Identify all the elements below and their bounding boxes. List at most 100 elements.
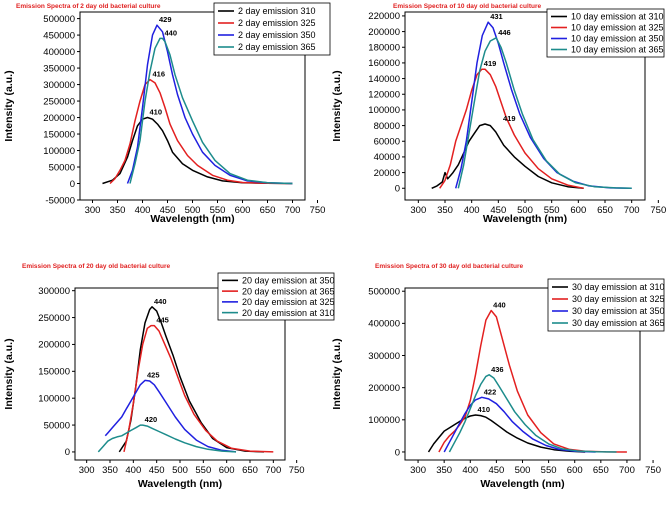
legend-entry: 20 day emission at 365 (242, 286, 335, 296)
series-line-2 (109, 78, 293, 185)
peak-label: 440 (154, 297, 167, 306)
series-line-3 (104, 379, 237, 453)
x-tick-label: 550 (544, 205, 560, 216)
y-tick-label: 300000 (38, 286, 70, 297)
y-tick-label: 0 (395, 184, 400, 195)
legend-entry: 10 day emission at 365 (571, 45, 664, 55)
legend-entry: 10 day emission at 310 (571, 12, 664, 22)
x-tick-label: 700 (285, 205, 301, 216)
peak-label: 440 (165, 28, 178, 37)
chart-title: Emission Spectra of 2 day old bacterial … (16, 3, 161, 10)
legend-entry: 30 day emission at 350 (572, 306, 665, 316)
y-tick-label: 300000 (43, 80, 75, 91)
legend-entry: 20 day emission at 350 (242, 276, 335, 286)
x-tick-label: 750 (289, 465, 305, 476)
x-axis-label: Wavelength (nm) (483, 213, 567, 225)
legend-entry: 2 day emission 325 (238, 18, 316, 28)
series-line-4 (97, 424, 237, 453)
peak-label: 422 (484, 387, 497, 396)
y-tick-label: 0 (70, 179, 75, 190)
y-tick-label: 300000 (368, 351, 400, 362)
x-tick-label: 300 (410, 205, 426, 216)
x-tick-label: 650 (242, 465, 258, 476)
chart-panel-1: Emission Spectra of 2 day old bacterial … (3, 2, 331, 225)
y-tick-label: 500000 (43, 14, 75, 25)
y-axis-label: Intensity (a.u.) (3, 70, 15, 141)
peak-label: 446 (498, 28, 511, 37)
y-tick-label: 400000 (43, 47, 75, 58)
y-axis-label: Intensity (a.u.) (3, 338, 15, 409)
legend-entry: 10 day emission at 325 (571, 23, 664, 33)
y-tick-label: 500000 (368, 287, 400, 298)
x-tick-label: 650 (597, 205, 613, 216)
y-tick-label: 120000 (368, 90, 400, 101)
y-tick-label: 400000 (368, 319, 400, 330)
legend: 2 day emission 310 2 day emission 325 2 da… (213, 2, 331, 56)
x-tick-label: 400 (462, 465, 478, 476)
x-tick-label: 400 (135, 205, 151, 216)
y-tick-label: 50000 (44, 420, 70, 431)
chart-title: Emission Spectra of 10 day old bacterial… (393, 3, 541, 10)
x-tick-label: 700 (619, 465, 635, 476)
x-tick-label: 400 (464, 205, 480, 216)
y-tick-label: 250000 (38, 313, 70, 324)
peak-label: 410 (478, 405, 491, 414)
x-tick-label: 600 (235, 205, 251, 216)
x-tick-label: 600 (567, 465, 583, 476)
series-line-1 (102, 116, 293, 185)
x-tick-label: 750 (310, 205, 326, 216)
y-tick-label: 100000 (368, 415, 400, 426)
x-tick-label: 750 (645, 465, 661, 476)
legend-entry: 20 day emission at 310 (242, 308, 335, 318)
chart-title: Emission Spectra of 20 day old bacterial… (22, 263, 170, 270)
y-tick-label: 150000 (38, 367, 70, 378)
x-axis-label: Wavelength (nm) (480, 478, 564, 490)
x-tick-label: 550 (210, 205, 226, 216)
legend-entry: 30 day emission at 365 (572, 318, 665, 328)
x-tick-label: 450 (488, 465, 504, 476)
x-tick-label: 750 (650, 205, 666, 216)
x-tick-label: 700 (624, 205, 640, 216)
y-tick-label: 100000 (368, 105, 400, 116)
y-tick-label: 450000 (43, 30, 75, 41)
legend: 30 day emission at 310 30 day emission at… (547, 278, 665, 332)
x-axis-label: Wavelength (nm) (138, 478, 222, 490)
x-tick-label: 600 (219, 465, 235, 476)
y-tick-label: 100000 (38, 393, 70, 404)
y-tick-label: 80000 (374, 121, 400, 132)
peak-label: 431 (490, 12, 503, 21)
y-tick-label: 60000 (374, 137, 400, 148)
series-line-2 (439, 68, 584, 190)
peak-label: 429 (159, 15, 172, 24)
y-tick-label: 180000 (368, 43, 400, 54)
x-tick-label: 500 (515, 465, 531, 476)
y-tick-label: 20000 (374, 168, 400, 179)
x-tick-label: 300 (410, 465, 426, 476)
x-tick-label: 300 (79, 465, 95, 476)
y-tick-label: 0 (65, 447, 70, 458)
x-tick-label: 350 (102, 465, 118, 476)
y-tick-label: 350000 (43, 63, 75, 74)
series-line-4 (448, 374, 617, 453)
x-tick-label: 300 (85, 205, 101, 216)
peak-label: 436 (491, 365, 504, 374)
peak-label: 419 (503, 114, 516, 123)
x-tick-label: 450 (160, 205, 176, 216)
peak-label: 419 (484, 59, 497, 68)
x-axis-label: Wavelength (nm) (150, 213, 234, 225)
y-tick-label: 250000 (43, 96, 75, 107)
x-tick-label: 450 (490, 205, 506, 216)
x-tick-label: 450 (149, 465, 165, 476)
legend-entry: 30 day emission at 325 (572, 294, 665, 304)
y-tick-label: 140000 (368, 74, 400, 85)
legend-entry: 30 day emission at 310 (572, 282, 665, 292)
x-tick-label: 500 (172, 465, 188, 476)
y-tick-label: 0 (395, 447, 400, 458)
chart-panel-2: Emission Spectra of 10 day old bacterial… (331, 3, 666, 225)
x-tick-label: 500 (517, 205, 533, 216)
legend-entry: 20 day emission at 325 (242, 297, 335, 307)
legend-entry: 2 day emission 350 (238, 30, 316, 40)
y-tick-label: 220000 (368, 11, 400, 22)
